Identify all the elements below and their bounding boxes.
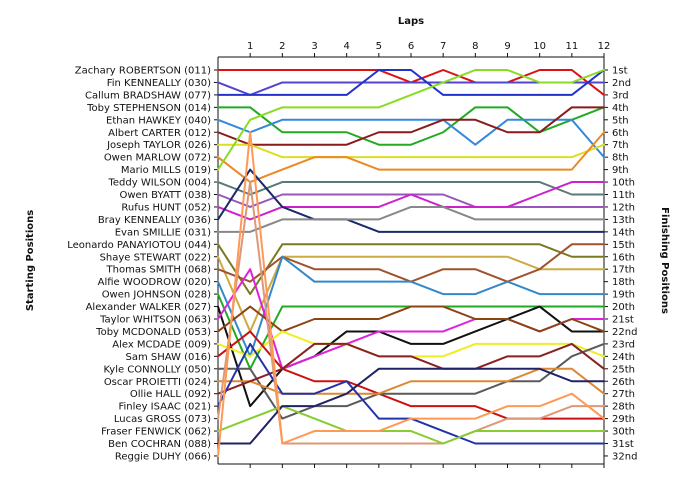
finishing-position-label: 5th — [612, 115, 629, 126]
series-line — [217, 181, 605, 196]
series-line — [217, 81, 605, 96]
series-line — [217, 342, 605, 420]
finishing-position-label: 4th — [612, 103, 629, 114]
finishing-position-label: 16th — [612, 252, 635, 263]
starting-position-label: Finley ISAAC (021) — [119, 402, 212, 413]
starting-position-label: Owen JOHNSON (028) — [102, 290, 211, 301]
finishing-position-label: 32nd — [612, 451, 637, 462]
lap-tick-label: 8 — [472, 41, 478, 52]
finishing-position-label: 2nd — [612, 78, 631, 89]
starting-position-label: Teddy WILSON (004) — [107, 178, 211, 189]
finishing-position-label: 30th — [612, 427, 635, 438]
finishing-position-label: 14th — [612, 227, 635, 238]
starting-position-label: Owen MARLOW (072) — [104, 153, 211, 164]
y-axis-title-right: Finishing Positions — [659, 207, 670, 314]
series-line — [217, 143, 605, 159]
starting-position-label: Fin KENNEALLY (030) — [107, 78, 211, 89]
finishing-position-label: 3rd — [612, 90, 629, 101]
finishing-position-label: 21st — [612, 315, 634, 326]
x-axis-title: Laps — [398, 16, 424, 27]
lap-tick-label: 9 — [504, 41, 510, 52]
finishing-position-label: 23rd — [612, 339, 635, 350]
starting-position-label: Reggie DUHY (066) — [115, 451, 211, 462]
starting-position-label: Ethan HAWKEY (040) — [106, 115, 211, 126]
lap-tick-label: 3 — [311, 41, 317, 52]
finishing-position-label: 8th — [612, 153, 629, 164]
finishing-position-label: 9th — [612, 165, 629, 176]
finishing-position-label: 12th — [612, 202, 635, 213]
finishing-position-label: 6th — [612, 128, 629, 139]
starting-position-label: Alfie WOODROW (020) — [98, 277, 211, 288]
lap-tick-label: 12 — [598, 41, 611, 52]
lap-tick-label: 11 — [565, 41, 578, 52]
finishing-position-label: 18th — [612, 277, 635, 288]
starting-position-label: Rufus HUNT (052) — [121, 202, 211, 213]
starting-position-label: Zachary ROBERTSON (011) — [75, 66, 211, 77]
finishing-position-label: 22nd — [612, 327, 637, 338]
finishing-position-label: 26th — [612, 377, 635, 388]
lap-tick-label: 4 — [343, 41, 349, 52]
starting-position-label: Joseph TAYLOR (026) — [106, 140, 211, 151]
y-axis-title-left: Starting Positions — [25, 210, 36, 311]
starting-position-label: Toby STEPHENSON (014) — [86, 103, 211, 114]
series-line — [217, 69, 605, 171]
lap-tick-label: 2 — [279, 41, 285, 52]
finishing-position-label: 24th — [612, 352, 635, 363]
series-line — [217, 131, 605, 457]
starting-position-label: Lucas GROSS (073) — [114, 414, 211, 425]
starting-position-label: Kyle CONNOLLY (050) — [103, 364, 211, 375]
starting-position-label: Evan SMILLIE (031) — [115, 227, 211, 238]
series-line — [217, 69, 605, 96]
starting-position-label: Taylor WHITSON (063) — [99, 315, 211, 326]
starting-position-label: Sam SHAW (016) — [125, 352, 211, 363]
starting-position-label: Albert CARTER (012) — [108, 128, 211, 139]
finishing-position-label: 13th — [612, 215, 635, 226]
starting-position-label: Oscar PROIETTI (024) — [104, 377, 211, 388]
lap-tick-label: 6 — [408, 41, 414, 52]
starting-position-label: Thomas SMITH (068) — [106, 265, 212, 276]
finishing-position-label: 27th — [612, 389, 635, 400]
starting-position-label: Callum BRADSHAW (077) — [85, 90, 211, 101]
starting-position-label: Shaye STEWART (022) — [100, 252, 212, 263]
finishing-position-label: 11th — [612, 190, 635, 201]
starting-position-label: Bray KENNEALLY (036) — [98, 215, 211, 226]
finishing-position-label: 29th — [612, 414, 635, 425]
lap-tick-label: 10 — [533, 41, 546, 52]
series-line — [217, 405, 605, 445]
finishing-position-label: 1st — [612, 66, 628, 77]
finishing-position-label: 25th — [612, 364, 635, 375]
finishing-position-label: 10th — [612, 178, 635, 189]
starting-position-label: Mario MILLS (019) — [121, 165, 211, 176]
series-line — [217, 255, 605, 358]
series-line — [217, 131, 605, 184]
series-line — [217, 243, 605, 296]
starting-position-label: Ben COCHRAN (088) — [108, 439, 211, 450]
starting-position-label: Alexander WALKER (027) — [86, 302, 212, 313]
finishing-position-label: 28th — [612, 402, 635, 413]
finishing-position-label: 17th — [612, 265, 635, 276]
series-line — [217, 205, 605, 233]
starting-position-label: Fraser FENWICK (062) — [101, 427, 211, 438]
lap-tick-label: 7 — [440, 41, 446, 52]
lap-tick-label: 5 — [376, 41, 382, 52]
lap-tick-label: 1 — [247, 41, 253, 52]
starting-position-label: Owen BYATT (038) — [119, 190, 211, 201]
starting-position-label: Toby MCDONALD (053) — [95, 327, 211, 338]
series-line — [217, 106, 605, 146]
series-line — [217, 367, 605, 445]
finishing-position-label: 19th — [612, 290, 635, 301]
finishing-position-label: 31st — [612, 439, 634, 450]
series-line — [217, 168, 605, 233]
starting-position-label: Leonardo PANAYIOTOU (044) — [67, 240, 211, 251]
finishing-position-label: 15th — [612, 240, 635, 251]
finishing-position-label: 20th — [612, 302, 635, 313]
series-line — [217, 118, 605, 159]
finishing-position-label: 7th — [612, 140, 629, 151]
series-line — [217, 342, 605, 395]
starting-position-label: Alex MCDADE (009) — [112, 339, 211, 350]
starting-position-label: Ollie HALL (092) — [130, 389, 211, 400]
